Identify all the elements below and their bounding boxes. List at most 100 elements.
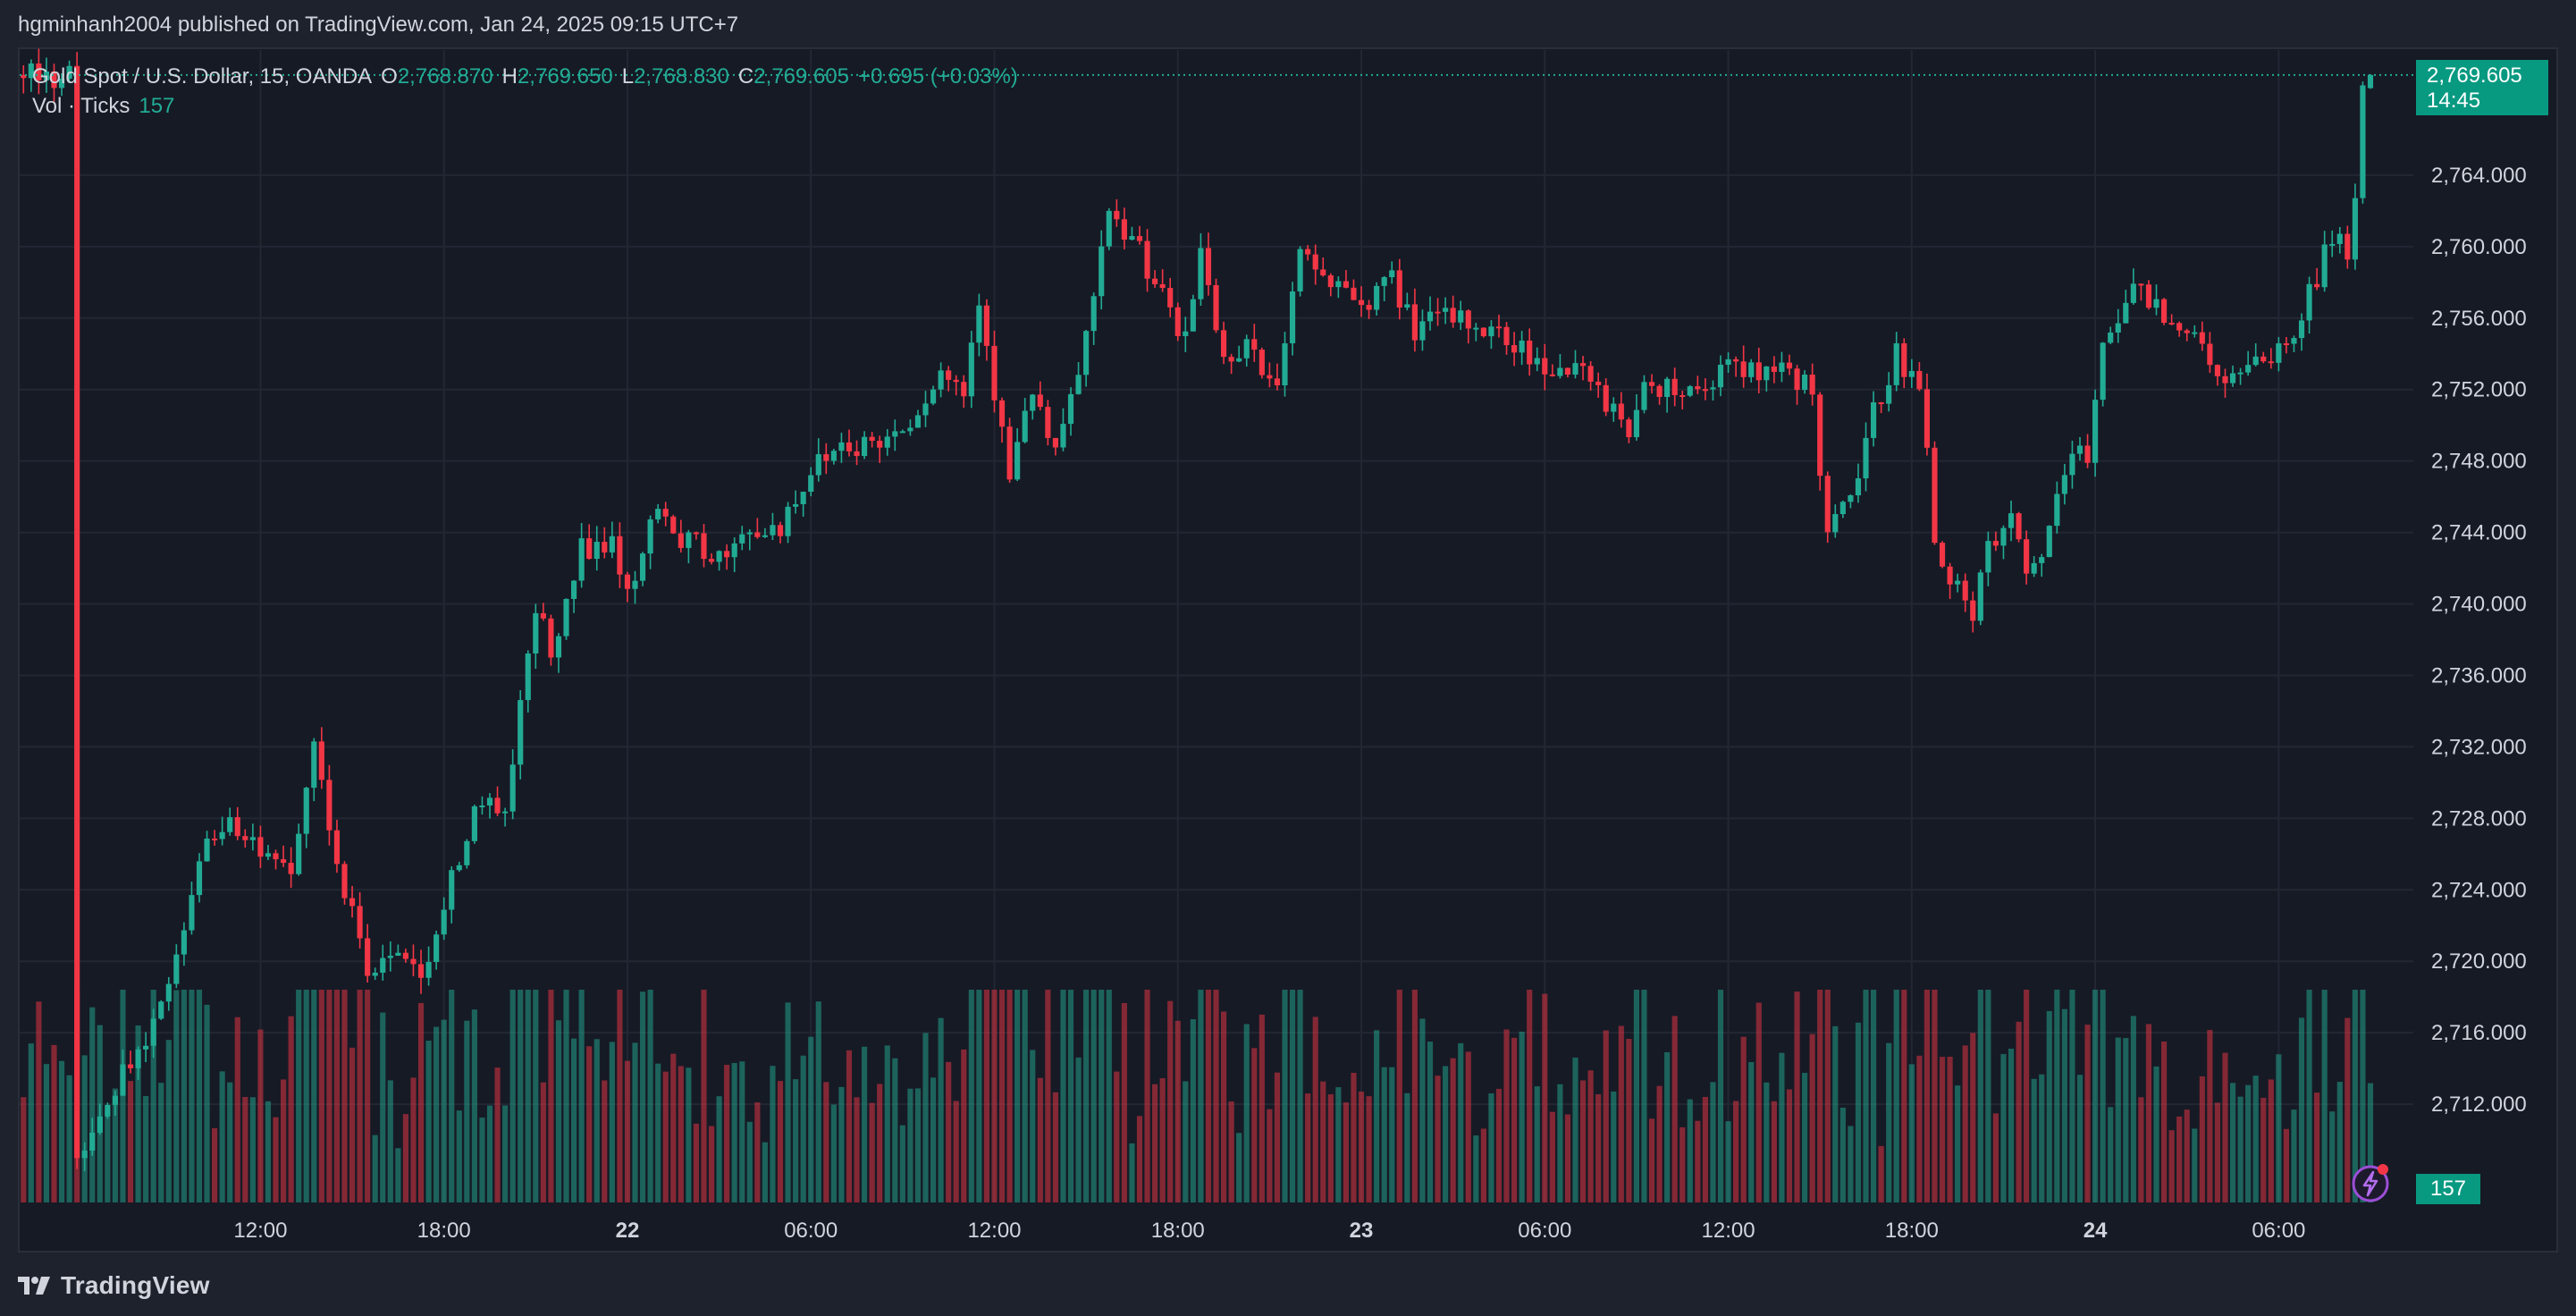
candle-body [846,442,853,451]
price-tick-label: 2,728.000 [2431,806,2527,831]
volume-bar [869,1102,875,1202]
candle-body [288,863,294,874]
volume-bar [2046,1010,2052,1202]
volume-bar [2061,1008,2067,1202]
candle-body [112,1095,118,1105]
candle-body [441,909,447,935]
volume-bar [21,1097,27,1202]
volume-bar [930,1077,937,1202]
volume-bar [120,990,126,1202]
volume-bar [1213,990,1219,1202]
volume-bar [2076,1075,2084,1202]
volume-bar [288,1016,294,1202]
symbol-title[interactable]: Gold Spot / U.S. Dollar, 15, OANDA [32,64,373,89]
candle-body [555,636,562,658]
candle-body [311,741,317,789]
candle-body [2076,445,2084,454]
volume-bar [662,1071,669,1202]
candle-body [1824,476,1831,533]
volume-bar [1557,1084,1563,1202]
time-tick-label: 12:00 [233,1219,287,1243]
volume-bar [746,1121,753,1202]
candle-body [449,870,455,910]
volume-bar [234,1017,240,1202]
volume-bar [716,1096,722,1202]
volume-bar [1198,990,1204,1202]
volume-bar [1893,990,1899,1202]
candle-body [976,305,982,343]
volume-bar [907,1088,913,1202]
candle-body [2084,445,2091,463]
candle-body [632,580,638,589]
lightning-bolt-icon[interactable] [2351,1160,2394,1203]
volume-bar [349,1047,356,1202]
candle-body [1465,310,1471,329]
volume-bar [2176,1116,2183,1202]
volume-bar [670,1053,677,1202]
volume-legend[interactable]: Vol · Ticks 157 [32,94,174,119]
candle-body [1733,359,1739,362]
close-value: 2,769.605 [753,64,849,89]
candle-body [1534,358,1540,365]
volume-label[interactable]: Vol · Ticks [32,94,130,118]
ohlc-legend[interactable]: Gold Spot / U.S. Dollar, 15, OANDA O2,768… [32,64,1018,89]
volume-bar [387,1080,393,1202]
volume-bar [1320,1081,1326,1202]
candlesticks [21,48,2374,1171]
volume-bar [1779,1052,1785,1202]
volume-bar [1671,1016,1678,1202]
candle-body [2008,513,2015,528]
volume-bar [785,1002,791,1202]
volume-bar [1297,990,1303,1202]
candle-body [2138,283,2144,286]
candle-body [2092,400,2099,463]
candle-body [1924,389,1931,448]
candle-body [265,853,272,857]
candle-body [571,580,577,599]
volume-bar [1411,990,1418,1202]
volume-bar [1542,993,1548,1202]
tradingview-logo[interactable]: TradingView [18,1270,210,1302]
volume-bar [1618,1025,1624,1202]
candle-body [1932,447,1938,544]
volume-bar [1549,1111,1555,1202]
volume-bar [456,1110,462,1202]
volume-bar [678,1066,684,1202]
volume-bar [548,990,554,1202]
volume-bar [2360,990,2366,1202]
candle-body [1213,284,1219,331]
candle-body [81,1151,88,1159]
candle-body [21,74,27,79]
volume-bar [150,990,156,1202]
candle-body [1908,370,1915,377]
candle-body [1060,424,1066,448]
volume-bar [1450,1058,1456,1202]
volume-bar [509,990,516,1202]
volume-bar [724,1065,730,1202]
volume-bar [1045,990,1051,1202]
high-value: 2,769.650 [517,64,613,89]
candle-body [181,930,187,955]
volume-bar [341,990,348,1202]
candle-body [1725,359,1731,365]
volume-bar [2214,1102,2221,1202]
volume-bar [2039,1074,2045,1202]
volume-bar [1488,1092,1494,1202]
candle-body [1855,478,1862,496]
high-label: H [501,64,518,89]
candle-body [770,525,776,536]
volume-bar [571,1038,577,1202]
volume-bar [1495,1088,1503,1202]
volume-bar [1725,1121,1731,1202]
candle-body [2108,332,2114,343]
candle-body [998,400,1006,427]
volume-bar [1717,990,1724,1202]
price-tick-label: 2,752.000 [2431,378,2527,402]
volume-bar [2329,1111,2336,1202]
volume-bar [1006,990,1013,1202]
candle-body [1511,345,1518,353]
candle-body [1916,370,1923,390]
volume-bar [333,990,341,1202]
candle-body [2360,85,2366,198]
